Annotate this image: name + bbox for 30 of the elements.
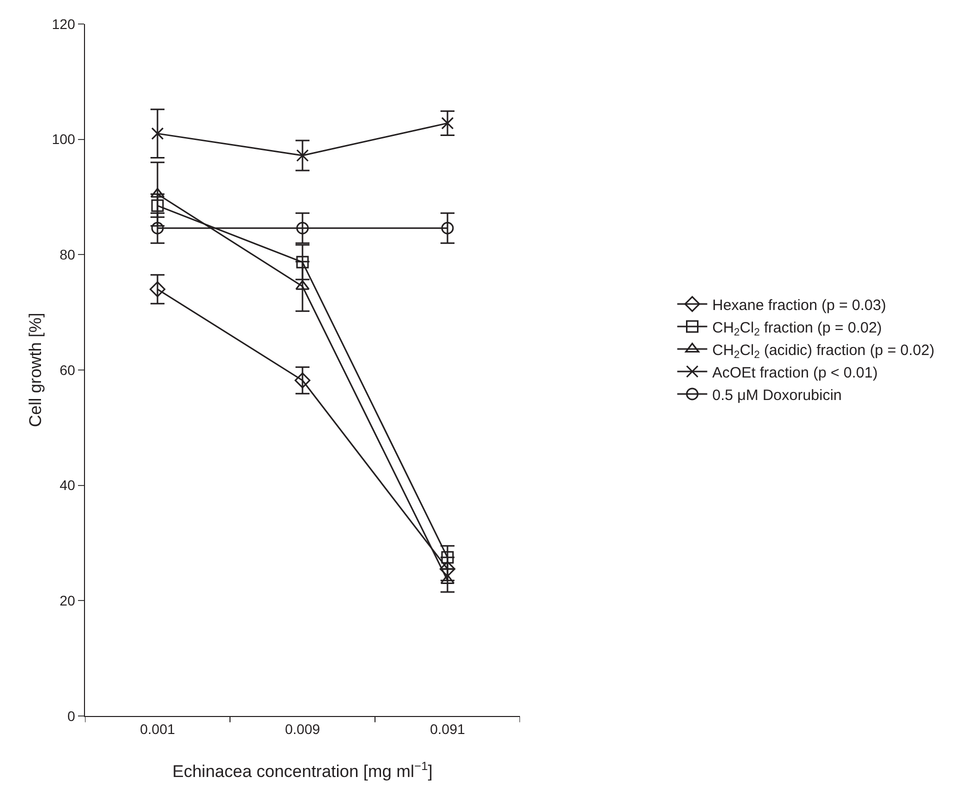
x-tick-label: 0.091 [430,720,466,737]
point [440,561,456,577]
y-tick-label: 20 [60,592,76,609]
legend-label: CH$_{2}$Cl$_{2}$ fraction (p = 0.02) [712,319,882,338]
point [151,222,164,234]
x-tick-label: 0.001 [140,720,176,737]
point [294,372,310,388]
y-tick-label: 40 [60,477,76,494]
y-tick-label: 60 [60,362,76,378]
point [151,199,164,212]
x-tick-label: 0.009 [284,720,320,737]
y-tick-label: 0 [67,708,76,724]
y-axis-title: Cell growth [%] [26,312,45,428]
point [296,149,309,162]
legend-label: CH$_{2}$Cl$_{2}$ (acidic) fraction (p = 0.02) [712,342,934,361]
y-tick-label: 80 [60,246,76,263]
point [296,256,309,268]
point [151,127,164,140]
point [150,188,165,198]
y-tick-label: 120 [52,16,76,32]
point [441,222,454,234]
legend-label: 0.5 μM Doxorubicin [712,386,842,404]
legend-label: Hexane fraction (p = 0.03) [712,296,886,314]
point [441,116,454,130]
legend-label: AcOEt fraction (p < 0.01) [712,364,878,382]
y-tick-label: 100 [52,131,76,148]
point [441,551,454,564]
point [296,222,309,234]
x-axis-title: Echinacea concentration [mg ml$^{−1}$] [172,758,433,781]
point [150,281,166,298]
